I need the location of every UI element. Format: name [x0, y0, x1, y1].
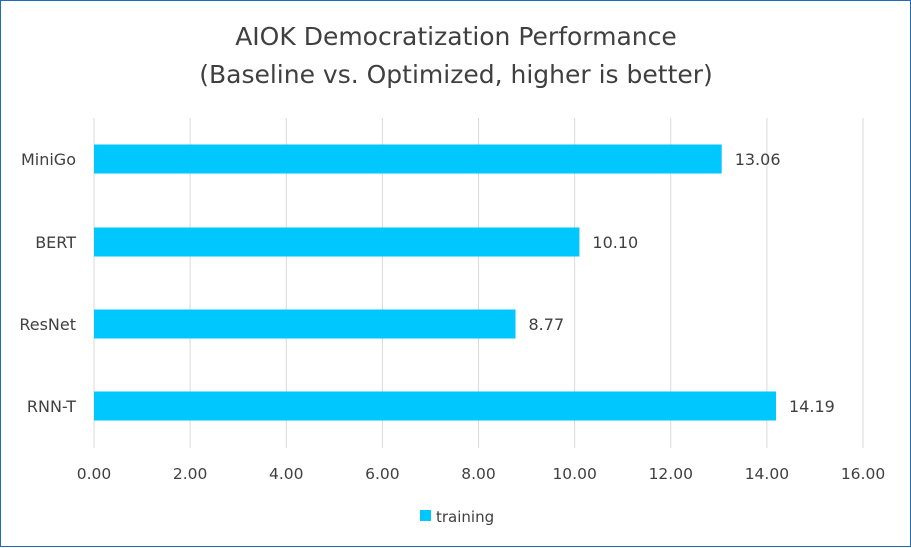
bar-resnet: [94, 309, 516, 339]
x-tick-label: 6.00: [365, 465, 400, 483]
chart-title-line-1: AIOK Democratization Performance: [235, 22, 677, 51]
data-label: 8.77: [529, 315, 565, 334]
x-tick-label: 12.00: [649, 465, 693, 483]
x-tick-label: 14.00: [745, 465, 789, 483]
legend: training: [420, 508, 494, 526]
legend-swatch-training: [420, 510, 431, 521]
category-label: RNN-T: [27, 397, 76, 416]
bar-minigo: [94, 144, 722, 174]
x-tick-label: 16.00: [841, 465, 885, 483]
x-tick-label: 2.00: [173, 465, 208, 483]
data-label: 14.19: [789, 397, 835, 416]
labels: 0.00 2.00 4.00 6.00 8.00 10.00 12.00 14.00 16.00…: [19, 150, 885, 483]
bar-rnn-t: [94, 391, 777, 421]
category-label: ResNet: [19, 315, 76, 334]
bars: [94, 144, 777, 421]
data-label: 13.06: [735, 150, 781, 169]
bar-bert: [94, 227, 580, 257]
legend-label-training: training: [436, 508, 494, 526]
data-label: 10.10: [592, 233, 638, 252]
chart-title-line-2: (Baseline vs. Optimized, higher is bette…: [199, 60, 713, 89]
category-label: BERT: [35, 233, 76, 252]
x-tick-label: 0.00: [77, 465, 112, 483]
x-tick-label: 10.00: [552, 465, 596, 483]
x-tick-label: 8.00: [461, 465, 496, 483]
x-tick-label: 4.00: [269, 465, 304, 483]
category-label: MiniGo: [21, 150, 76, 169]
